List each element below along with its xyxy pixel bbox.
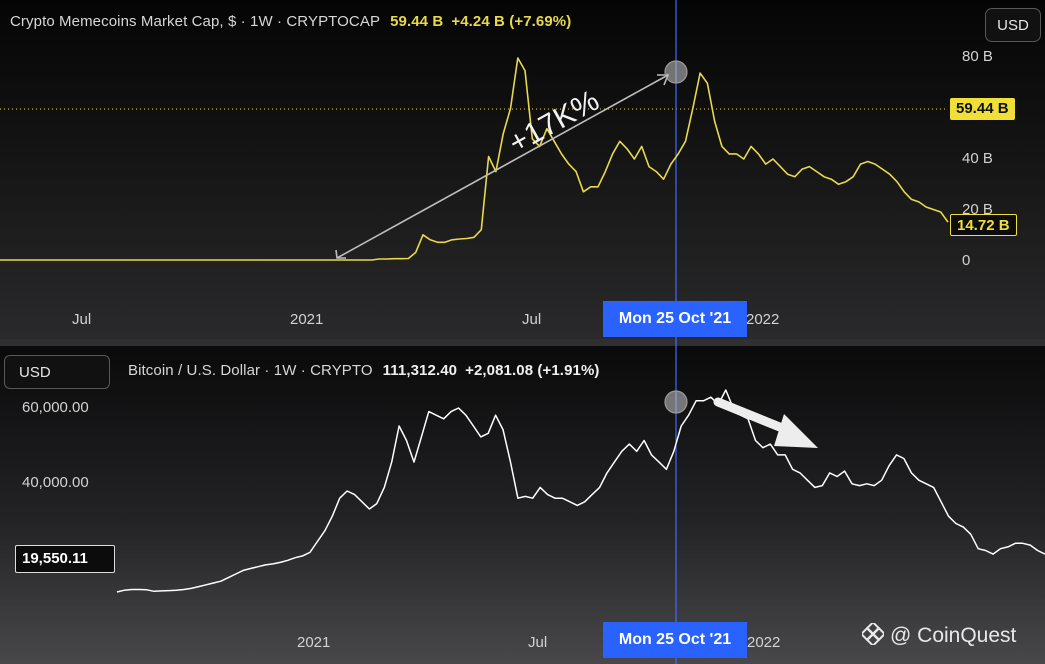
bottom-change: +2,081.08 (+1.91%): [465, 362, 600, 379]
bottom-y-tick: 40,000.00: [22, 474, 89, 491]
top-y-tick: 40 B: [962, 150, 993, 167]
top-x-tick: 2021: [290, 311, 324, 328]
memecoin-series: [0, 57, 949, 261]
watermark-text: @ CoinQuest: [890, 624, 1017, 647]
bitcoin-series: [116, 389, 1045, 593]
bottom-x-tick: Jul: [528, 634, 548, 651]
bottom-value: 111,312.40: [382, 362, 458, 379]
growth-annotation: +17K%: [503, 84, 604, 160]
bottom-crosshair-point: [664, 390, 688, 414]
memecoin-pane: [0, 0, 1045, 339]
top-price-tag: 59.44 B: [950, 98, 1015, 120]
top-crosshair-point: [664, 60, 688, 84]
bitcoin-pane: [0, 346, 1045, 664]
bottom-y-tick: 60,000.00: [22, 399, 89, 416]
bottom-currency-button[interactable]: USD: [4, 355, 110, 389]
bottom-x-tick: 2022: [747, 634, 781, 651]
bottom-crosshair-date: Mon 25 Oct '21: [603, 622, 747, 658]
top-crosshair-date: Mon 25 Oct '21: [603, 301, 747, 337]
coinquest-logo-icon: [859, 620, 887, 651]
bottom-title: Bitcoin / U.S. Dollar · 1W · CRYPTO: [128, 362, 373, 379]
top-header: Crypto Memecoins Market Cap, $ · 1W · CR…: [10, 13, 571, 30]
coinquest-watermark: @ CoinQuest: [859, 620, 1017, 651]
top-y-tick: 20 B: [962, 201, 993, 218]
top-last-price-tag: 14.72 B: [950, 214, 1017, 236]
top-value: 59.44 B: [390, 13, 444, 30]
pane-divider[interactable]: [0, 339, 1045, 346]
bitcoin-line: [116, 389, 1045, 593]
top-y-tick: 0: [962, 252, 971, 269]
top-title: Crypto Memecoins Market Cap, $ · 1W · CR…: [10, 13, 381, 30]
top-x-tick: 2022: [746, 311, 780, 328]
bottom-header: Bitcoin / U.S. Dollar · 1W · CRYPTO 111,3…: [128, 362, 600, 379]
bottom-x-tick: 2021: [297, 634, 331, 651]
bottom-price-tag: 19,550.11: [15, 545, 115, 573]
top-change: +4.24 B (+7.69%): [451, 13, 572, 30]
top-x-tick: Jul: [522, 311, 542, 328]
memecoin-line: [0, 57, 949, 261]
top-y-tick: 80 B: [962, 48, 993, 65]
growth-arrow: [335, 74, 670, 259]
top-currency-button[interactable]: USD: [985, 8, 1041, 42]
downtrend-arrow: [713, 397, 818, 448]
top-x-tick: Jul: [72, 311, 92, 328]
